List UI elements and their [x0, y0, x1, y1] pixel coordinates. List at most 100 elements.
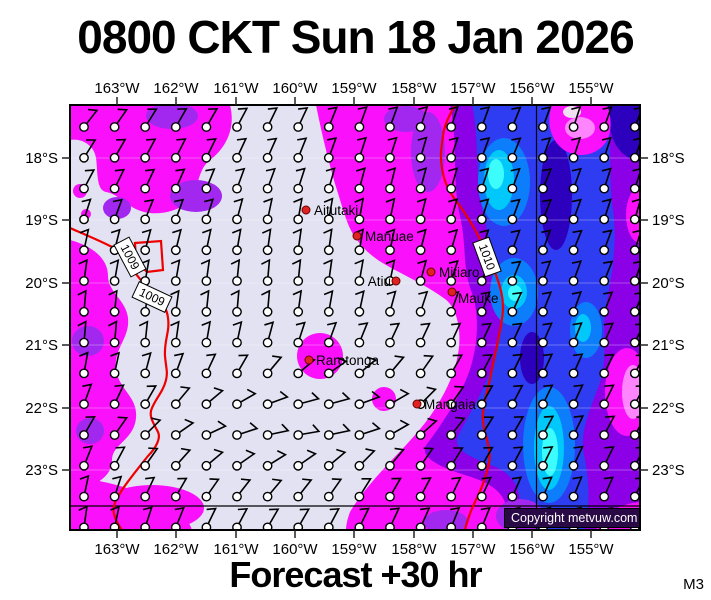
wind-barb-shaft — [453, 416, 466, 433]
wind-barb-shaft — [84, 169, 96, 186]
wind-station-circle — [629, 276, 640, 286]
wind-barb-shaft — [448, 167, 459, 185]
wind-barb-shaft — [480, 106, 491, 124]
wind-barb-shaft — [603, 476, 615, 494]
wind-station-circle — [170, 214, 181, 225]
wind-station-circle — [476, 430, 487, 440]
wind-station-circle — [109, 122, 120, 132]
wind-station-circle — [170, 522, 181, 530]
wind-station-circle — [629, 491, 640, 502]
wind-barb-shaft — [510, 167, 521, 185]
copyright-badge: Copyright metvuw.com — [504, 508, 640, 528]
wind-barb-shaft — [604, 384, 615, 401]
wind-station-circle — [568, 122, 579, 132]
wind-barb-shaft — [541, 229, 552, 247]
wind-station-circle — [568, 368, 579, 379]
wind-barb-shaft — [200, 258, 211, 277]
lat-label-left: 18°S — [25, 150, 58, 167]
wind-barb-shaft — [391, 477, 402, 494]
wind-barb-shaft — [323, 289, 334, 308]
wind-barb-shaft — [208, 478, 220, 494]
wind-barb-shaft — [270, 450, 288, 465]
wind-station-circle — [629, 368, 640, 379]
wind-station-circle — [476, 368, 487, 379]
wind-barb-shaft — [170, 259, 181, 278]
wind-barb-shaft — [450, 506, 461, 524]
wind-station-circle — [385, 183, 395, 194]
wind-station-circle — [232, 522, 242, 530]
wind-barb-shaft — [604, 353, 615, 370]
wind-station-circle — [170, 491, 181, 502]
wind-barb-shaft — [422, 447, 435, 463]
wind-station-circle — [629, 183, 640, 194]
wind-barb-shaft — [573, 445, 584, 463]
wind-station-circle — [262, 337, 273, 348]
wind-station-circle — [629, 245, 640, 256]
wind-barb-shaft — [206, 353, 217, 370]
wind-barb-shaft — [203, 198, 215, 216]
wind-barb-shaft — [605, 415, 616, 432]
wind-station-circle — [538, 183, 548, 194]
wind-station-circle — [476, 399, 487, 410]
wind-station-circle — [293, 337, 304, 348]
wind-barb-shaft — [511, 476, 523, 494]
wind-station-circle — [79, 337, 89, 348]
wind-barb-shaft — [323, 197, 334, 216]
wind-barb-shaft — [146, 385, 158, 401]
wind-barb-shaft — [481, 476, 493, 494]
wind-barb-shaft — [209, 387, 225, 403]
wind-station-circle — [140, 460, 151, 471]
wind-station-circle — [293, 276, 304, 286]
wind-barb-shaft — [604, 445, 615, 463]
rain-shape — [575, 314, 591, 342]
wind-barb-shaft — [483, 416, 495, 432]
wind-station-circle — [476, 491, 487, 502]
wind-station-circle — [293, 122, 304, 132]
rain-shape — [520, 332, 544, 384]
wind-barb-shaft — [541, 136, 552, 155]
wind-station-circle — [507, 460, 518, 471]
wind-station-circle — [79, 399, 89, 410]
wind-station-circle — [79, 183, 89, 194]
wind-station-circle — [476, 214, 487, 225]
wind-station-circle — [201, 276, 212, 286]
wind-station-circle — [354, 306, 365, 317]
wind-station-circle — [629, 430, 640, 440]
wind-barb-shaft — [79, 351, 89, 370]
wind-barb-shaft — [144, 198, 155, 216]
wind-barb-shaft — [421, 477, 432, 494]
wind-station-circle — [170, 460, 181, 471]
wind-barb-shaft — [392, 355, 406, 371]
wind-barb-shaft — [238, 354, 249, 371]
wind-station-circle — [538, 214, 548, 225]
wind-barb-shaft — [170, 289, 180, 308]
wind-barb-shaft — [359, 507, 370, 524]
wind-station-circle — [415, 337, 426, 348]
wind-barb-shaft — [603, 260, 614, 278]
wind-station-circle — [354, 245, 365, 256]
wind-barb-shaft — [302, 392, 321, 404]
lon-label-bottom: 159°W — [331, 541, 377, 558]
wind-station-circle — [629, 460, 640, 471]
wind-station-circle — [79, 460, 89, 471]
wind-barb-shaft — [418, 105, 429, 124]
wind-station-circle — [170, 122, 181, 132]
wind-station-circle — [629, 399, 640, 410]
wind-barb-shaft — [389, 322, 401, 340]
wind-barb-shaft — [110, 228, 121, 247]
wind-station-circle — [293, 460, 304, 471]
lon-label-bottom: 155°W — [568, 541, 614, 558]
wind-barb-shaft — [172, 228, 183, 247]
wind-station-circle — [79, 122, 89, 132]
wind-barb-shaft — [571, 290, 583, 309]
lat-label-right: 21°S — [652, 337, 685, 354]
wind-station-circle — [599, 276, 610, 286]
wind-barb-shaft — [293, 197, 303, 216]
wind-barb-shaft — [418, 290, 429, 309]
wind-barb-shaft — [201, 320, 212, 339]
island-label: Manuae — [365, 229, 414, 244]
wind-barb-shaft — [108, 289, 118, 308]
wind-station-circle — [79, 152, 89, 163]
